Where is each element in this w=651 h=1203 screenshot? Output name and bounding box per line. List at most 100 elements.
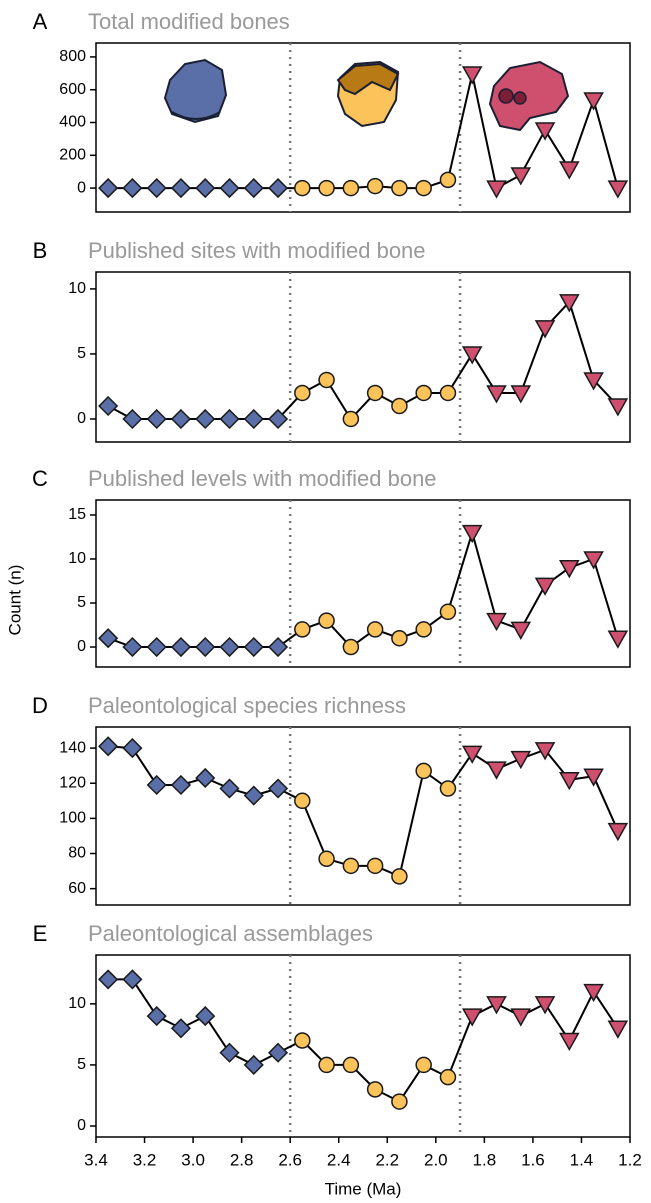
point bbox=[510, 621, 532, 640]
panel-title: Published levels with modified bone bbox=[88, 466, 437, 491]
point bbox=[461, 66, 483, 85]
point bbox=[267, 408, 289, 430]
line-segment bbox=[398, 770, 425, 877]
point bbox=[219, 636, 240, 658]
panel-letter: D bbox=[32, 693, 48, 718]
point bbox=[486, 180, 507, 199]
point bbox=[583, 983, 604, 1003]
y-tick-label: 5 bbox=[77, 1056, 86, 1073]
point bbox=[267, 178, 289, 199]
point bbox=[391, 179, 408, 197]
point bbox=[98, 736, 119, 757]
point bbox=[607, 630, 629, 649]
point bbox=[318, 371, 335, 389]
panel-title: Total modified bones bbox=[88, 9, 290, 34]
y-tick-label: 15 bbox=[68, 506, 86, 523]
point bbox=[170, 636, 192, 658]
line-segment bbox=[592, 558, 619, 639]
point bbox=[583, 372, 604, 391]
point bbox=[607, 398, 629, 417]
point bbox=[559, 771, 580, 791]
point bbox=[243, 1054, 264, 1075]
point bbox=[318, 1056, 335, 1074]
point bbox=[439, 171, 457, 189]
x-tick-label: 3.0 bbox=[181, 1150, 205, 1169]
line-segment bbox=[446, 532, 474, 613]
y-tick-label: 10 bbox=[68, 550, 86, 567]
plot-frame bbox=[95, 726, 631, 906]
panel-title: Published sites with modified bone bbox=[88, 238, 426, 263]
x-tick-label: 2.0 bbox=[424, 1150, 448, 1169]
point bbox=[391, 1093, 408, 1110]
point bbox=[510, 385, 532, 404]
y-tick-label: 600 bbox=[59, 81, 86, 98]
line-segment bbox=[446, 73, 474, 181]
line-segment bbox=[471, 532, 498, 621]
point bbox=[122, 408, 143, 430]
point bbox=[439, 1068, 457, 1086]
y-tick-label: 100 bbox=[59, 810, 86, 827]
point bbox=[146, 1006, 167, 1027]
panel-letter: E bbox=[33, 921, 48, 946]
x-tick-label: 2.8 bbox=[230, 1150, 254, 1169]
point bbox=[559, 560, 580, 579]
point bbox=[122, 178, 143, 199]
point bbox=[486, 612, 507, 632]
point bbox=[243, 785, 264, 806]
line-segment bbox=[131, 978, 158, 1017]
point bbox=[294, 621, 311, 638]
point bbox=[170, 178, 192, 199]
plot-frame bbox=[95, 499, 631, 668]
point bbox=[170, 774, 192, 796]
point bbox=[391, 868, 408, 885]
point bbox=[342, 638, 360, 656]
point bbox=[294, 384, 311, 402]
x-tick-label: 1.4 bbox=[570, 1150, 594, 1169]
point bbox=[267, 778, 289, 799]
y-tick-label: 140 bbox=[59, 739, 86, 756]
point bbox=[294, 179, 311, 197]
y-tick-label: 5 bbox=[77, 594, 86, 611]
point bbox=[219, 1042, 240, 1063]
y-tick-label: 200 bbox=[59, 147, 86, 164]
line-segment bbox=[301, 800, 328, 860]
point bbox=[146, 408, 167, 430]
point bbox=[219, 408, 240, 430]
point bbox=[195, 767, 216, 789]
icon-blue-skull bbox=[163, 58, 228, 124]
point bbox=[267, 636, 289, 658]
point bbox=[415, 762, 432, 780]
y-tick-label: 0 bbox=[77, 638, 86, 655]
point bbox=[559, 1032, 580, 1052]
icon-line bbox=[336, 62, 400, 96]
line-segment bbox=[568, 301, 595, 381]
point bbox=[486, 996, 507, 1015]
point bbox=[461, 1008, 483, 1027]
point bbox=[534, 320, 556, 339]
point bbox=[146, 774, 167, 796]
y-tick-label: 0 bbox=[77, 1117, 86, 1134]
x-tick-label: 2.6 bbox=[278, 1150, 302, 1169]
point bbox=[294, 1032, 311, 1049]
point bbox=[219, 778, 240, 799]
point bbox=[98, 395, 119, 417]
point bbox=[583, 551, 604, 570]
point bbox=[461, 346, 483, 365]
y-tick-label: 0 bbox=[77, 410, 86, 427]
point bbox=[415, 179, 432, 197]
plot-frame bbox=[95, 954, 631, 1138]
x-tick-label: 1.2 bbox=[618, 1150, 642, 1169]
point bbox=[534, 996, 556, 1015]
panel-letter: B bbox=[33, 238, 48, 263]
point bbox=[318, 850, 335, 868]
point bbox=[98, 178, 119, 199]
point bbox=[607, 180, 629, 199]
point bbox=[98, 969, 119, 990]
point bbox=[366, 384, 384, 402]
point bbox=[146, 636, 167, 658]
y-axis-label: Count (n) bbox=[5, 565, 24, 636]
line-segment bbox=[131, 747, 158, 786]
line-segment bbox=[204, 1015, 231, 1054]
point bbox=[534, 122, 556, 141]
